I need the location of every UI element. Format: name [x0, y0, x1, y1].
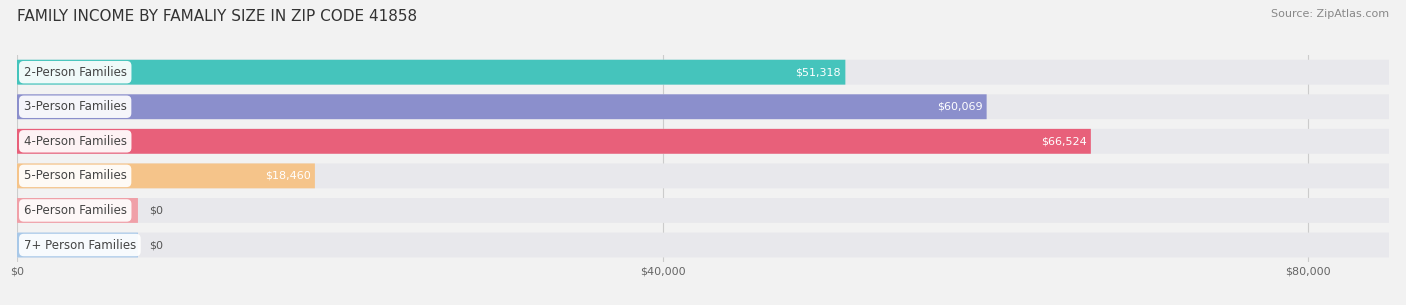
FancyBboxPatch shape: [17, 60, 1389, 84]
FancyBboxPatch shape: [17, 129, 1091, 154]
Text: 6-Person Families: 6-Person Families: [24, 204, 127, 217]
Text: FAMILY INCOME BY FAMALIY SIZE IN ZIP CODE 41858: FAMILY INCOME BY FAMALIY SIZE IN ZIP COD…: [17, 9, 418, 24]
Text: 5-Person Families: 5-Person Families: [24, 169, 127, 182]
Text: 3-Person Families: 3-Person Families: [24, 100, 127, 113]
FancyBboxPatch shape: [17, 198, 1389, 223]
Text: $0: $0: [149, 240, 163, 250]
Text: Source: ZipAtlas.com: Source: ZipAtlas.com: [1271, 9, 1389, 19]
FancyBboxPatch shape: [17, 94, 987, 119]
FancyBboxPatch shape: [17, 163, 1389, 188]
FancyBboxPatch shape: [17, 60, 845, 84]
FancyBboxPatch shape: [17, 129, 1389, 154]
Text: 4-Person Families: 4-Person Families: [24, 135, 127, 148]
FancyBboxPatch shape: [17, 163, 315, 188]
FancyBboxPatch shape: [17, 94, 1389, 119]
Text: $60,069: $60,069: [936, 102, 983, 112]
Text: 2-Person Families: 2-Person Families: [24, 66, 127, 79]
Text: $66,524: $66,524: [1040, 136, 1087, 146]
FancyBboxPatch shape: [17, 233, 138, 257]
Text: $18,460: $18,460: [264, 171, 311, 181]
Text: 7+ Person Families: 7+ Person Families: [24, 239, 136, 252]
FancyBboxPatch shape: [17, 233, 1389, 257]
Text: $0: $0: [149, 206, 163, 215]
FancyBboxPatch shape: [17, 198, 138, 223]
Text: $51,318: $51,318: [796, 67, 841, 77]
